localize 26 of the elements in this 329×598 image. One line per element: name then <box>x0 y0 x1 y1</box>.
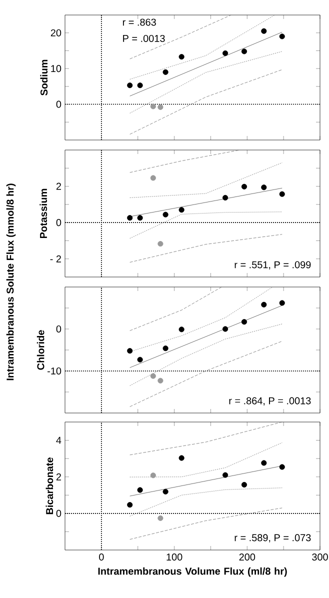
y-tick-label: 0 <box>56 510 62 517</box>
y-tick-label: -10 <box>48 367 62 375</box>
y-tick-label: 20 <box>50 29 62 36</box>
y-tick-label: 2 <box>56 473 61 480</box>
text: Intramembranous Solute Flux (mmol/8 hr) <box>6 184 16 380</box>
annotation: r = .551, P = .099 <box>234 261 311 270</box>
y-axis-title: Potassium <box>40 188 48 238</box>
y-tick-label: 0 <box>56 219 62 226</box>
y-axis-title: Bicarbonate <box>46 458 54 514</box>
x-tick-label: 300 <box>312 554 328 561</box>
x-tick-label: 200 <box>239 554 256 561</box>
y-tick-label: 2 <box>56 182 61 190</box>
y-tick-label: 10 <box>51 65 62 72</box>
y-tick-label: 0 <box>56 100 62 108</box>
y-tick-label: - 2 <box>50 255 61 262</box>
y-tick-label: 4 <box>56 436 62 444</box>
annotation: r = .863 <box>122 18 156 26</box>
x-tick-label: 100 <box>166 554 182 561</box>
y-tick-label: 0 <box>56 325 62 333</box>
y-axis-title: Chloride <box>36 330 44 370</box>
annotation: r = .589, P = .073 <box>234 534 311 542</box>
y-axis-title: Sodium <box>40 60 48 96</box>
annotation: P = .0013 <box>123 34 165 42</box>
x-tick-label: 0 <box>99 554 104 561</box>
x-axis-title: Intramembranous Volume Flux (ml/8 hr) <box>98 567 287 577</box>
annotation: r = .864, P = .0013 <box>229 397 311 406</box>
